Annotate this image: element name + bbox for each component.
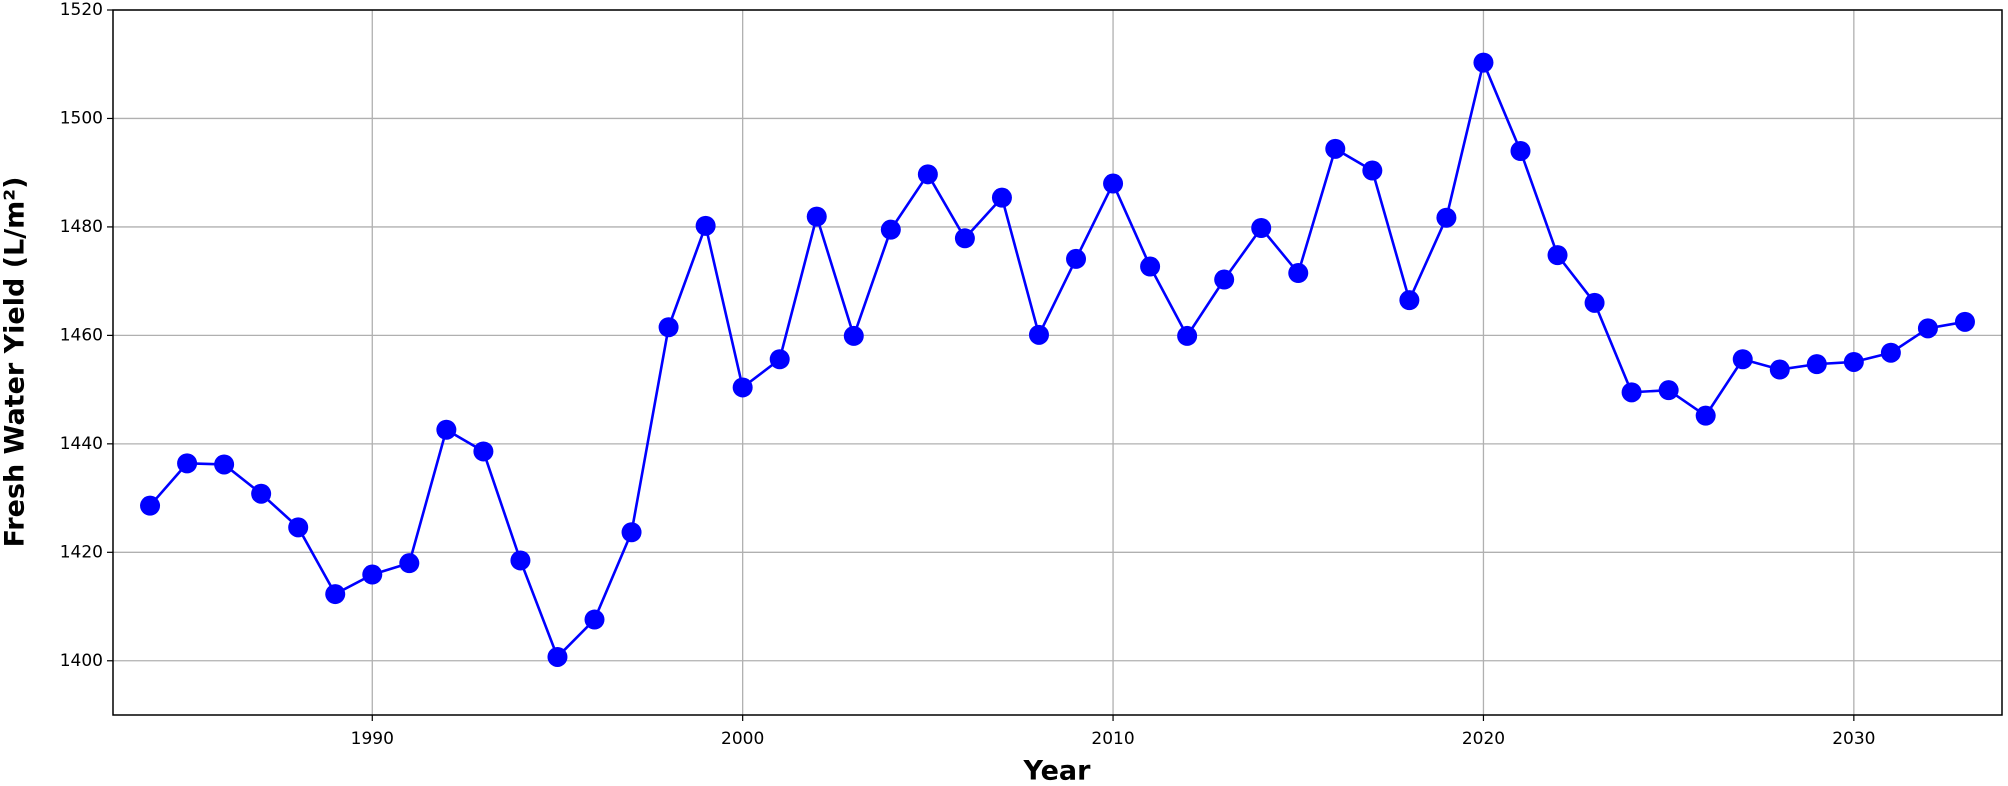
data-point bbox=[1251, 218, 1272, 239]
data-point bbox=[214, 454, 235, 475]
x-tick-label: 2020 bbox=[1462, 729, 1505, 749]
data-point bbox=[1880, 342, 1901, 363]
data-point bbox=[880, 219, 901, 240]
x-tick-label: 2030 bbox=[1832, 729, 1875, 749]
data-point bbox=[769, 349, 790, 370]
data-point bbox=[584, 609, 605, 630]
data-point bbox=[1732, 349, 1753, 370]
data-point bbox=[436, 419, 457, 440]
data-point bbox=[695, 215, 716, 236]
x-tick-label: 2010 bbox=[1091, 729, 1134, 749]
data-point bbox=[1769, 359, 1790, 380]
data-point bbox=[732, 377, 753, 398]
data-point bbox=[1066, 248, 1087, 269]
x-tick-label: 1990 bbox=[351, 729, 394, 749]
data-point bbox=[1806, 354, 1827, 375]
data-point bbox=[806, 206, 827, 227]
data-point bbox=[954, 228, 975, 249]
plot-frame bbox=[112, 9, 2003, 716]
data-point bbox=[288, 517, 309, 538]
data-point bbox=[917, 164, 938, 185]
data-point bbox=[1917, 318, 1938, 339]
y-tick-label: 1400 bbox=[60, 651, 103, 671]
data-point bbox=[1399, 290, 1420, 311]
data-point bbox=[1510, 141, 1531, 161]
data-point bbox=[1658, 380, 1679, 401]
data-point bbox=[1954, 311, 1975, 332]
data-point bbox=[510, 550, 531, 571]
y-tick-label: 1420 bbox=[60, 542, 103, 562]
data-point bbox=[658, 317, 679, 338]
data-point bbox=[1103, 173, 1124, 194]
data-point bbox=[140, 495, 161, 516]
y-axis-label: Fresh Water Yield (L/m²) bbox=[0, 177, 31, 548]
x-tick-label: 2000 bbox=[721, 729, 764, 749]
data-point bbox=[325, 584, 346, 605]
x-axis-label: Year bbox=[1023, 756, 1092, 786]
y-tick-label: 1460 bbox=[60, 325, 103, 345]
data-point bbox=[1140, 256, 1161, 277]
y-tick-label: 1500 bbox=[60, 108, 103, 128]
data-point bbox=[1214, 269, 1235, 290]
data-point bbox=[473, 441, 494, 462]
data-point bbox=[1695, 405, 1716, 426]
data-point bbox=[1547, 245, 1568, 266]
data-point bbox=[1436, 207, 1457, 228]
data-point bbox=[621, 522, 642, 543]
data-point bbox=[1584, 292, 1605, 313]
y-tick-label: 1520 bbox=[60, 0, 103, 20]
data-point bbox=[843, 325, 864, 346]
data-point bbox=[1362, 160, 1383, 181]
data-point bbox=[1325, 138, 1346, 159]
data-point bbox=[1028, 324, 1049, 345]
y-tick-label: 1440 bbox=[60, 434, 103, 454]
data-point bbox=[991, 187, 1012, 208]
data-point bbox=[1621, 382, 1642, 403]
data-point bbox=[1288, 263, 1309, 284]
data-line bbox=[149, 58, 1966, 660]
data-point bbox=[251, 483, 272, 504]
y-tick-label: 1480 bbox=[60, 217, 103, 237]
data-point bbox=[1473, 52, 1494, 73]
data-point bbox=[362, 564, 383, 585]
data-point bbox=[1177, 325, 1198, 346]
data-point bbox=[399, 553, 420, 574]
data-point bbox=[547, 646, 568, 667]
data-point bbox=[177, 453, 198, 474]
data-point bbox=[1843, 351, 1864, 372]
